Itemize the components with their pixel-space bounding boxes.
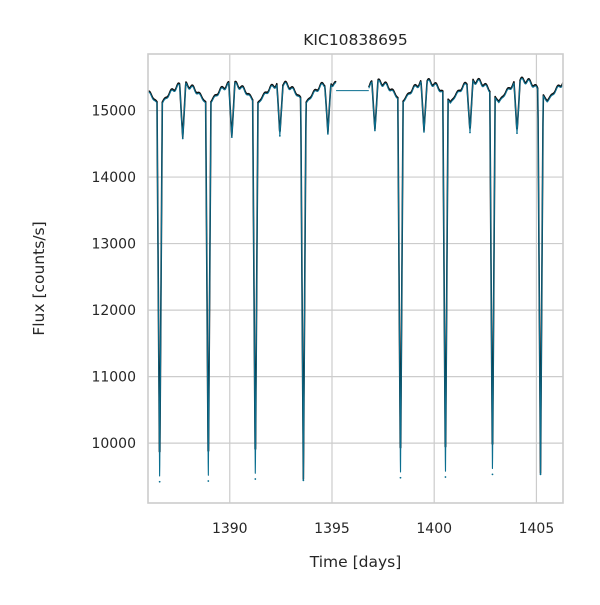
secondary-eclipse-point — [469, 131, 471, 134]
flux-series-line — [148, 82, 337, 481]
y-tick-label: 14000 — [91, 170, 136, 186]
binned-flux-line — [148, 80, 337, 480]
flux-series-line — [368, 77, 563, 475]
secondary-eclipse-point — [327, 132, 329, 135]
chart-title: KIC10838695 — [303, 31, 407, 49]
primary-eclipse-point — [302, 479, 305, 482]
secondary-eclipse-point — [516, 132, 518, 135]
primary-eclipse-point — [539, 473, 542, 476]
secondary-eclipse-point — [423, 130, 425, 133]
tick-labels: 1390 1395 1400 1405 10000 11000 12000 13000 1400… — [91, 104, 554, 537]
x-tick-label: 1405 — [519, 521, 555, 537]
primary-eclipse-point — [491, 473, 494, 476]
secondary-eclipse-point — [230, 136, 233, 139]
secondary-eclipse-point — [181, 137, 184, 140]
primary-eclipse-point — [254, 478, 257, 480]
plot-frame — [147, 53, 564, 504]
secondary-eclipse-point — [374, 129, 376, 132]
y-tick-label: 11000 — [91, 370, 136, 386]
primary-eclipse-point — [158, 480, 161, 483]
primary-eclipse-point — [207, 480, 210, 482]
series-layer — [148, 76, 563, 483]
primary-eclipse-point — [399, 476, 402, 479]
primary-eclipse-point — [444, 476, 447, 478]
grid-lines — [148, 54, 563, 503]
x-axis-label: Time [days] — [309, 553, 402, 571]
x-tick-label: 1390 — [212, 521, 248, 537]
y-tick-label: 15000 — [91, 104, 136, 120]
y-axis-label: Flux [counts/s] — [30, 221, 48, 335]
x-tick-label: 1395 — [314, 521, 350, 537]
y-tick-label: 12000 — [91, 303, 136, 319]
secondary-eclipse-point — [278, 134, 281, 137]
y-tick-label: 10000 — [91, 436, 136, 452]
y-tick-label: 13000 — [91, 237, 136, 253]
x-tick-label: 1400 — [416, 521, 452, 537]
